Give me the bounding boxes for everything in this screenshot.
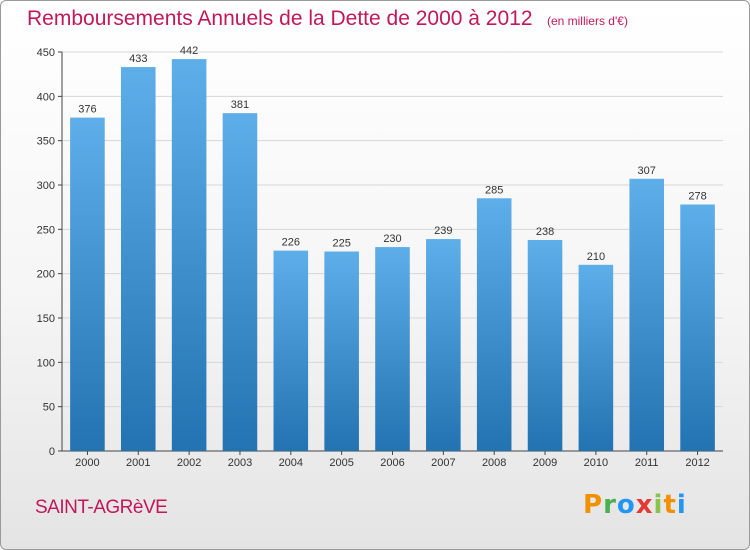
y-tick-label: 100 [37, 357, 55, 369]
bar [476, 198, 512, 451]
logo-letter: i [653, 490, 664, 520]
y-tick-label: 450 [37, 47, 55, 59]
logo-letter: P [583, 490, 604, 520]
y-tick-label: 200 [37, 269, 55, 281]
bar [426, 239, 461, 451]
logo-letter: r [603, 490, 617, 520]
commune-name: SAINT-AGRèVE [35, 497, 168, 518]
bar-value-label: 210 [587, 251, 605, 263]
x-tick-label: 2010 [584, 457, 608, 469]
bar-value-label: 230 [383, 233, 401, 245]
bar-value-label: 238 [536, 226, 554, 238]
logo-letter: x [635, 490, 654, 520]
x-tick-label: 2012 [685, 457, 709, 469]
bar [680, 204, 715, 451]
y-tick-label: 0 [49, 446, 55, 458]
chart-unit: (en milliers d'€) [546, 14, 628, 28]
x-tick-label: 2000 [75, 457, 99, 469]
logo-letter: t [663, 490, 677, 520]
bar [527, 239, 563, 451]
bar-value-label: 285 [485, 184, 503, 196]
data-labels: 376 433 442 381 226 225 230 239 285 238 210 307 278 [78, 45, 707, 263]
y-tick-label: 400 [37, 91, 55, 103]
logo-letter: o [616, 490, 636, 520]
bar [222, 113, 258, 452]
bar [629, 178, 665, 451]
x-tick-label: 2003 [228, 457, 252, 469]
y-tick-label: 50 [43, 402, 55, 414]
logo-letter: i [676, 490, 687, 520]
bar [375, 247, 410, 451]
bar [273, 250, 309, 451]
bar-value-label: 278 [688, 191, 706, 203]
x-tick-label: 2002 [177, 457, 201, 469]
bar-value-label: 433 [129, 53, 147, 65]
bar [120, 67, 156, 451]
bar-value-label: 307 [638, 165, 656, 177]
x-tick-label: 2005 [329, 457, 353, 469]
bar-value-label: 381 [231, 99, 249, 111]
y-tick-label: 250 [37, 224, 55, 236]
proxiti-logo: Proxiti [583, 490, 687, 520]
bar-value-label: 442 [180, 45, 198, 57]
bar [578, 264, 614, 451]
bar-value-label: 239 [434, 225, 452, 237]
title-row: Remboursements Annuels de la Dette de 20… [27, 7, 628, 31]
bar-value-label: 225 [332, 238, 350, 250]
x-tick-label: 2004 [279, 457, 303, 469]
y-tick-label: 300 [37, 180, 55, 192]
bar [324, 251, 359, 451]
x-tick-label: 2011 [635, 457, 659, 469]
x-tick-label: 2009 [533, 457, 557, 469]
x-tick-label: 2007 [431, 457, 455, 469]
bar-value-label: 226 [282, 237, 300, 249]
y-tick-label: 150 [37, 313, 55, 325]
chart-title: Remboursements Annuels de la Dette de 20… [27, 7, 533, 30]
bars [70, 59, 715, 452]
x-tick-label: 2006 [380, 457, 404, 469]
bar-value-label: 376 [78, 104, 96, 116]
x-tick-label: 2008 [482, 457, 506, 469]
y-tick-label: 350 [37, 136, 55, 148]
x-tick-label: 2001 [126, 457, 150, 469]
bar [70, 117, 105, 451]
bar [171, 59, 207, 452]
